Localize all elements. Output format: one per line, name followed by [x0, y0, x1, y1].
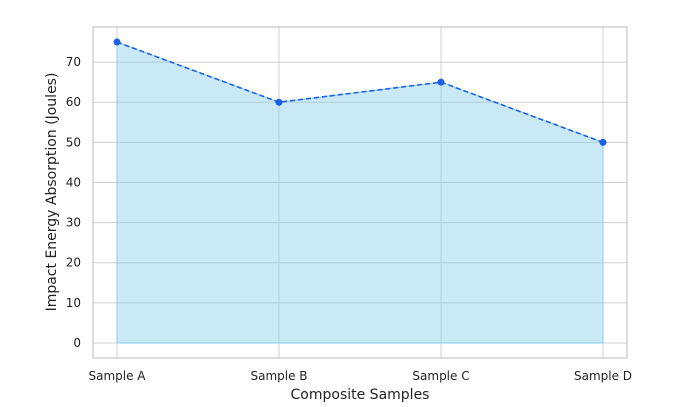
x-axis-title: Composite Samples: [291, 387, 430, 403]
x-tick-label: Sample B: [250, 369, 307, 383]
y-axis-title: Impact Energy Absorption (Joules): [44, 73, 60, 312]
y-tick-label: 40: [66, 175, 81, 189]
y-tick-label: 10: [66, 296, 81, 310]
y-tick-label: 60: [66, 95, 81, 109]
x-tick-labels: Sample A Sample B Sample C Sample D: [88, 369, 632, 383]
x-tick-label: Sample A: [88, 369, 146, 383]
y-tick-label: 30: [66, 216, 81, 230]
x-tick-label: Sample D: [574, 369, 632, 383]
data-point-marker: [437, 78, 445, 86]
data-point-marker: [275, 98, 283, 106]
series-markers: [113, 38, 607, 146]
x-tick-label: Sample C: [412, 369, 469, 383]
y-tick-labels: 0 10 20 30 40 50 60 70: [66, 55, 81, 350]
data-point-marker: [113, 38, 121, 46]
y-tick-label: 50: [66, 135, 81, 149]
y-tick-label: 0: [73, 336, 81, 350]
plot-frame: [92, 26, 628, 359]
y-tick-label: 70: [66, 55, 81, 69]
data-point-marker: [599, 138, 607, 146]
y-tick-label: 20: [66, 256, 81, 270]
